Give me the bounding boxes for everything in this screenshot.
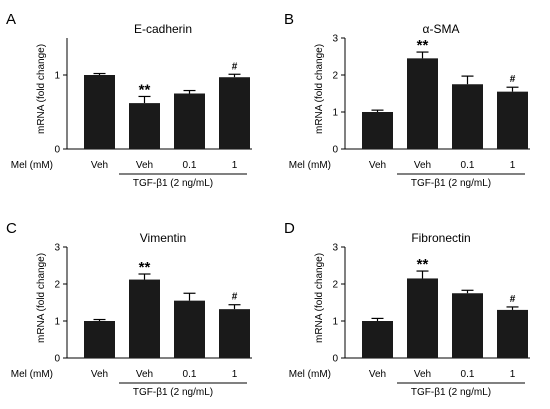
panel-b: B α-SMA mRNA (fold change) Mel (mM) TGF-… — [284, 11, 530, 189]
x-tick-label: Veh — [369, 369, 386, 380]
x-tick-label: 1 — [510, 160, 516, 171]
bar — [174, 300, 205, 358]
x-tick-label: 0.1 — [183, 369, 197, 380]
y-tick-label: 2 — [54, 280, 60, 291]
bar — [362, 112, 393, 149]
bar — [129, 279, 160, 358]
y-tick-label: 1 — [332, 317, 338, 328]
y-axis-label: mRNA (fold change) — [314, 253, 325, 343]
x-tick-label: Veh — [414, 160, 431, 171]
group-label: TGF-β1 (2 ng/mL) — [133, 387, 213, 398]
y-tick-label: 2 — [332, 71, 338, 82]
group-label: TGF-β1 (2 ng/mL) — [411, 387, 491, 398]
y-axis-label: mRNA (fold change) — [314, 44, 325, 134]
bar — [129, 103, 160, 149]
y-tick-label: 3 — [332, 243, 338, 254]
panel-letter: C — [6, 220, 17, 237]
significance-marker: # — [510, 294, 516, 305]
bar — [407, 58, 438, 149]
x-tick-label: Veh — [414, 369, 431, 380]
y-tick-label: 1 — [54, 71, 60, 82]
marks: 0 1 2 3 Veh ** Veh 0.1 #1 — [54, 243, 252, 384]
bar — [219, 77, 250, 149]
bar — [452, 84, 483, 149]
panel-letter: D — [284, 220, 295, 237]
significance-marker: ** — [417, 37, 429, 54]
bar — [407, 278, 438, 358]
group-label: TGF-β1 (2 ng/mL) — [411, 178, 491, 189]
significance-marker: ** — [417, 256, 429, 273]
chart-title: Vimentin — [140, 231, 186, 245]
y-tick-label: 0 — [54, 354, 60, 365]
significance-marker: # — [232, 61, 238, 72]
bar — [84, 321, 115, 358]
x-tick-label: Veh — [136, 369, 153, 380]
x-prefix-label: Mel (mM) — [289, 160, 331, 171]
x-tick-label: 1 — [232, 369, 238, 380]
panel-d: D Fibronectin mRNA (fold change) Mel (mM… — [284, 220, 530, 398]
panel-a: A E-cadherin mRNA (fold change) Mel (mM)… — [6, 11, 252, 189]
x-prefix-label: Mel (mM) — [289, 369, 331, 380]
x-tick-label: Veh — [136, 160, 153, 171]
x-tick-label: Veh — [91, 369, 108, 380]
y-tick-label: 1 — [54, 317, 60, 328]
y-tick-label: 1 — [332, 108, 338, 119]
x-tick-label: 0.1 — [461, 369, 475, 380]
bar — [174, 93, 205, 149]
x-tick-label: Veh — [369, 160, 386, 171]
x-tick-label: 0.1 — [461, 160, 475, 171]
significance-marker: ** — [139, 259, 151, 276]
bar — [452, 293, 483, 358]
chart-title: E-cadherin — [134, 22, 192, 36]
chart-title: Fibronectin — [411, 231, 470, 245]
bar — [84, 75, 115, 149]
panel-c: C Vimentin mRNA (fold change) Mel (mM) T… — [6, 220, 252, 398]
y-tick-label: 0 — [54, 145, 60, 156]
x-prefix-label: Mel (mM) — [11, 160, 53, 171]
y-tick-label: 0 — [332, 354, 338, 365]
marks: 0 1 2 3 Veh ** Veh 0.1 #1 — [332, 243, 530, 384]
bar — [362, 321, 393, 358]
marks: 0 1 Veh ** Veh 0.1 #1 — [54, 38, 252, 175]
y-axis-label: mRNA (fold change) — [36, 44, 47, 134]
marks: 0 1 2 3 Veh ** Veh 0.1 #1 — [332, 34, 530, 175]
y-tick-label: 0 — [332, 145, 338, 156]
y-tick-label: 3 — [332, 34, 338, 45]
panel-letter: A — [6, 11, 16, 28]
y-axis-label: mRNA (fold change) — [36, 253, 47, 343]
bar — [497, 309, 528, 358]
y-tick-label: 2 — [332, 280, 338, 291]
panel-letter: B — [284, 11, 294, 28]
significance-marker: # — [510, 74, 516, 85]
significance-marker: ** — [139, 81, 151, 98]
y-tick-label: 3 — [54, 243, 60, 254]
bar — [497, 91, 528, 149]
x-tick-label: 1 — [510, 369, 516, 380]
significance-marker: # — [232, 292, 238, 303]
bar — [219, 309, 250, 358]
x-prefix-label: Mel (mM) — [11, 369, 53, 380]
group-label: TGF-β1 (2 ng/mL) — [133, 178, 213, 189]
chart-title: α-SMA — [423, 22, 460, 36]
x-tick-label: 0.1 — [183, 160, 197, 171]
x-tick-label: 1 — [232, 160, 238, 171]
x-tick-label: Veh — [91, 160, 108, 171]
